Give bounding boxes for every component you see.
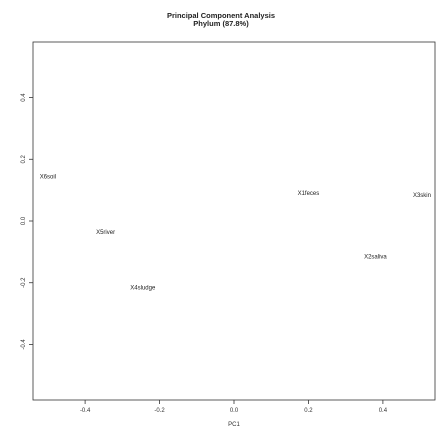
x-tick-label: 0.0 [230, 408, 239, 414]
y-tick-label: -0.2 [21, 277, 27, 288]
data-point-label: X5river [96, 230, 115, 236]
x-axis-label: PC1 [228, 422, 240, 428]
data-point-label: X4sludge [130, 285, 156, 291]
plot-frame [32, 41, 436, 401]
data-point-label: X2saliva [364, 254, 387, 260]
x-axis: -0.4 -0.2 0.0 0.2 0.4 [80, 400, 388, 414]
y-tick-label: -0.4 [21, 339, 27, 350]
chart-subtitle: Phylum (87.8%) [193, 19, 249, 28]
x-tick-label: 0.4 [379, 408, 388, 414]
data-point-label: X6soil [40, 174, 56, 180]
data-point-label: X1feces [298, 191, 320, 197]
y-tick-label: 0.0 [21, 216, 27, 225]
y-tick-label: 0.4 [21, 93, 27, 102]
chart-title: Principal Component Analysis [166, 11, 276, 20]
data-point-label: X3skin [413, 193, 431, 199]
x-tick-label: 0.2 [304, 408, 313, 414]
x-tick-label: -0.2 [154, 408, 165, 414]
y-axis: -0.4 -0.2 0.0 0.2 0.4 [21, 93, 33, 350]
x-tick-label: -0.4 [80, 408, 91, 414]
y-tick-label: 0.2 [21, 154, 27, 163]
data-points: X6soil X5river X4sludge X1feces X2saliva X3sk… [40, 174, 431, 291]
